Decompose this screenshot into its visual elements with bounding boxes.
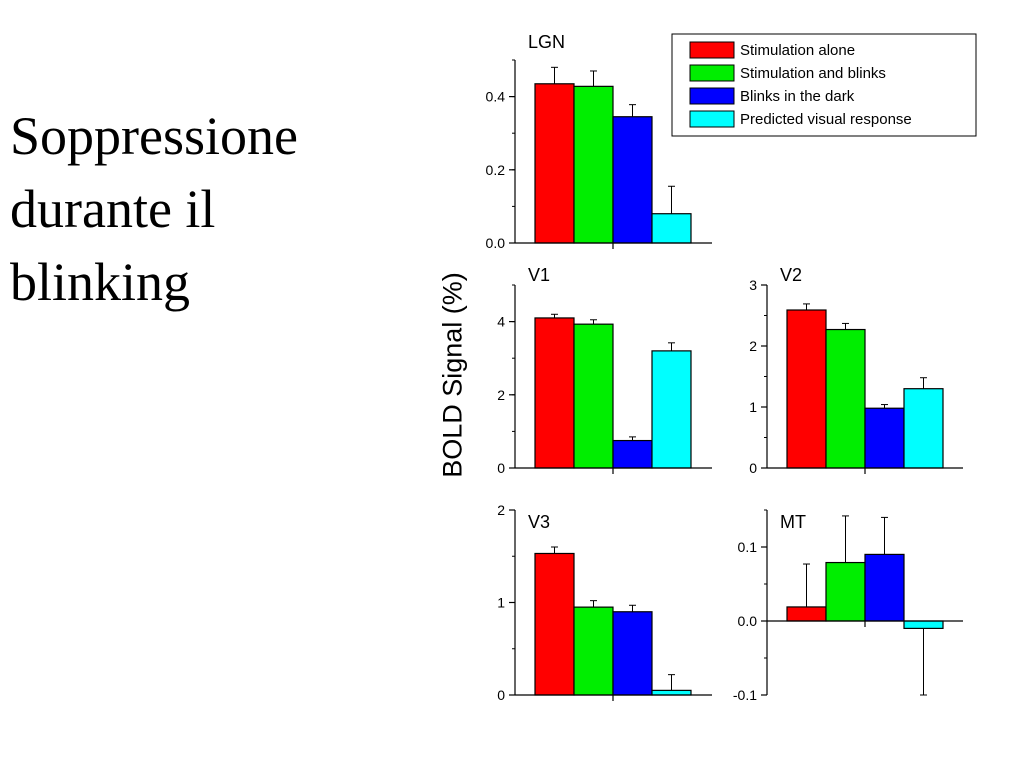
y-tick-label: 3 <box>749 277 757 293</box>
slide-title-line: blinking <box>10 252 191 312</box>
y-tick-label: 0.0 <box>486 235 506 251</box>
y-tick-label: 0.4 <box>486 89 506 105</box>
bar <box>534 317 575 469</box>
panel-title: V2 <box>780 265 802 285</box>
bar <box>612 611 653 696</box>
legend-label: Blinks in the dark <box>740 88 855 105</box>
bar <box>573 323 614 469</box>
bar <box>534 83 575 244</box>
slide-title: Soppressione durante il blinking <box>10 100 410 319</box>
bar <box>825 561 866 622</box>
bar <box>825 328 866 469</box>
legend-swatch <box>689 41 735 59</box>
panel-title: LGN <box>528 32 565 52</box>
bar <box>612 439 653 469</box>
bar <box>612 116 653 244</box>
bar <box>903 388 944 469</box>
y-tick-label: 0.1 <box>738 539 758 555</box>
legend-label: Stimulation and blinks <box>740 65 886 82</box>
bar <box>903 620 944 630</box>
legend-label: Predicted visual response <box>740 111 912 128</box>
y-tick-label: 4 <box>497 314 505 330</box>
legend: Stimulation alone Stimulation and blinks B… <box>671 33 977 137</box>
panel-title: V3 <box>528 512 550 532</box>
panel-title: V1 <box>528 265 550 285</box>
bar <box>651 350 692 469</box>
bar <box>864 553 905 622</box>
chart-panel-v3: 0 1 2 V3 <box>497 502 712 703</box>
bar <box>573 85 614 244</box>
y-tick-label: 0 <box>497 687 505 703</box>
legend-swatch <box>689 64 735 82</box>
y-tick-label: 1 <box>497 595 505 611</box>
bar <box>651 213 692 244</box>
bar <box>534 552 575 696</box>
bar <box>864 407 905 469</box>
bar <box>573 606 614 696</box>
y-tick-label: 0 <box>749 460 757 476</box>
slide-title-line: durante il <box>10 179 216 239</box>
legend-swatch <box>689 110 735 128</box>
y-tick-label: -0.1 <box>733 687 757 703</box>
legend-swatch <box>689 87 735 105</box>
y-tick-label: 2 <box>749 338 757 354</box>
bar <box>651 689 692 696</box>
y-tick-label: 0 <box>497 460 505 476</box>
chart-panel-v1: 0 2 4 V1 <box>497 265 712 476</box>
y-tick-label: 0.2 <box>486 162 506 178</box>
bar <box>786 309 827 469</box>
y-tick-label: 2 <box>497 502 505 518</box>
chart-panel-lgn: 0.0 0.2 0.4 LGN <box>486 32 712 251</box>
bar <box>786 606 827 622</box>
y-tick-label: 1 <box>749 399 757 415</box>
legend-label: Stimulation alone <box>740 42 855 59</box>
chart-panel-mt: -0.1 0.0 0.1 MT <box>733 509 963 703</box>
y-tick-label: 2 <box>497 387 505 403</box>
chart-panel-v2: 0 1 2 3 V2 <box>749 265 963 476</box>
panel-title: MT <box>780 512 806 532</box>
y-tick-label: 0.0 <box>738 613 758 629</box>
slide-title-line: Soppressione <box>10 106 298 166</box>
